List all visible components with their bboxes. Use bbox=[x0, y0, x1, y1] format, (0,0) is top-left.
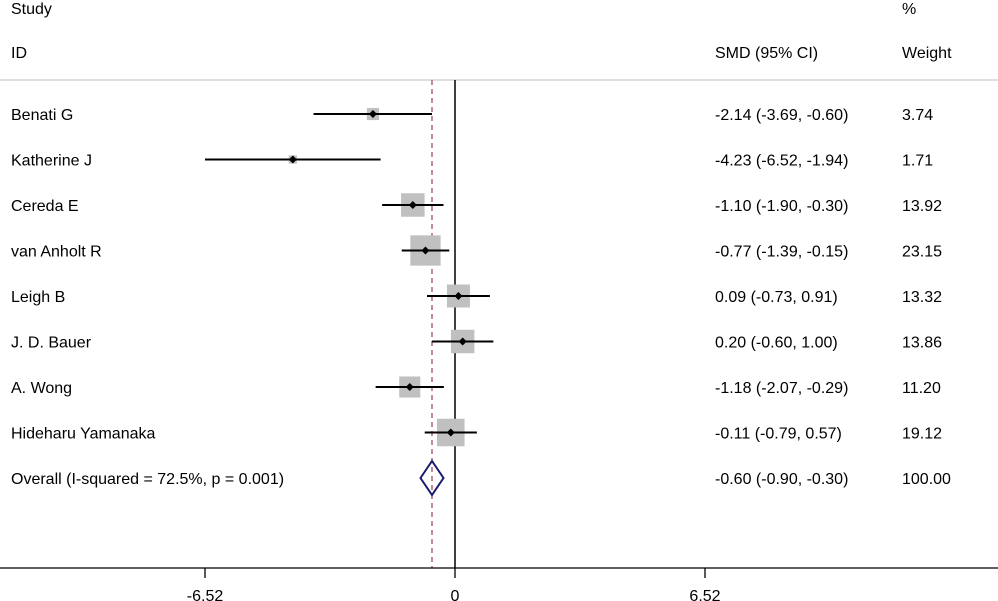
study-name: J. D. Bauer bbox=[11, 335, 92, 352]
study-weight: 23.15 bbox=[902, 244, 942, 261]
study-smd: -4.23 (-6.52, -1.94) bbox=[715, 153, 848, 170]
header-id: ID bbox=[11, 45, 27, 62]
study-weight: 1.71 bbox=[902, 153, 933, 170]
study-name: Leigh B bbox=[11, 289, 65, 306]
study-smd: -1.18 (-2.07, -0.29) bbox=[715, 380, 848, 397]
point-estimate bbox=[421, 246, 430, 255]
overall-diamond bbox=[419, 459, 445, 497]
header-smd: SMD (95% CI) bbox=[715, 45, 818, 62]
point-estimate bbox=[454, 292, 463, 300]
study-weight: 13.86 bbox=[902, 335, 942, 352]
study-weight: 3.74 bbox=[902, 107, 933, 124]
point-estimate bbox=[408, 201, 417, 209]
study-name: Benati G bbox=[11, 107, 73, 124]
x-tick-label: -6.52 bbox=[187, 588, 224, 601]
header-study: Study bbox=[11, 1, 52, 18]
header-weight: Weight bbox=[902, 45, 952, 62]
study-weight: 13.92 bbox=[902, 198, 942, 215]
study-weight: 11.20 bbox=[902, 380, 941, 397]
study-weight: 13.32 bbox=[902, 289, 942, 306]
study-smd: -2.14 (-3.69, -0.60) bbox=[715, 107, 848, 124]
overall-weight: 100.00 bbox=[902, 471, 951, 488]
study-smd: 0.09 (-0.73, 0.91) bbox=[715, 289, 838, 306]
point-estimate bbox=[446, 428, 455, 437]
study-name: Cereda E bbox=[11, 198, 79, 215]
x-tick-label: 0 bbox=[451, 588, 460, 601]
header-percent: % bbox=[902, 1, 916, 18]
study-name: van Anholt R bbox=[11, 244, 102, 261]
overall-name: Overall (I-squared = 72.5%, p = 0.001) bbox=[11, 471, 284, 488]
point-estimate bbox=[458, 337, 467, 346]
overall-smd: -0.60 (-0.90, -0.30) bbox=[715, 471, 848, 488]
study-name: Katherine J bbox=[11, 153, 92, 170]
study-name: A. Wong bbox=[11, 380, 72, 397]
study-name: Hideharu Yamanaka bbox=[11, 426, 155, 443]
point-estimate bbox=[405, 383, 414, 391]
study-smd: -0.11 (-0.79, 0.57) bbox=[715, 426, 842, 443]
study-weight: 19.12 bbox=[902, 426, 942, 443]
point-estimate bbox=[368, 110, 377, 118]
x-tick-label: 6.52 bbox=[689, 588, 720, 601]
study-smd: -0.77 (-1.39, -0.15) bbox=[715, 244, 848, 261]
study-smd: 0.20 (-0.60, 1.00) bbox=[715, 335, 838, 352]
point-estimate bbox=[288, 155, 297, 164]
study-smd: -1.10 (-1.90, -0.30) bbox=[715, 198, 848, 215]
